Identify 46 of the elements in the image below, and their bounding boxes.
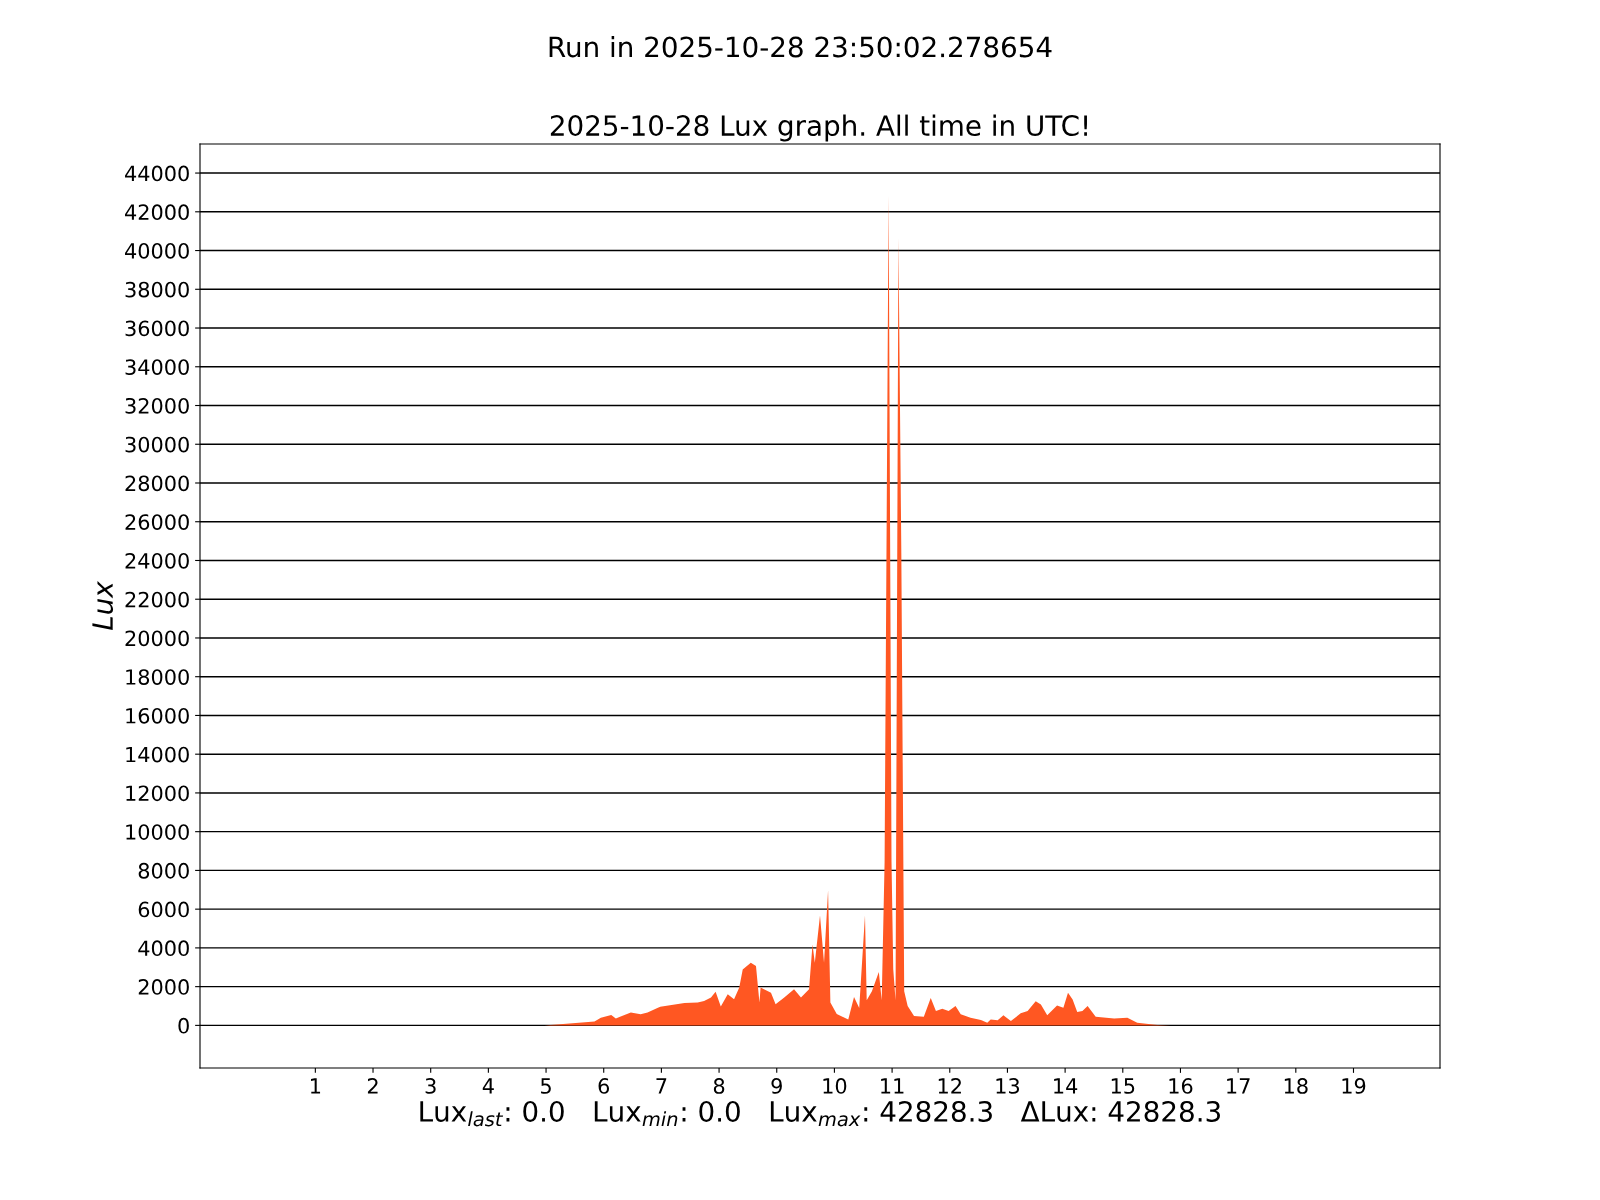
y-tick-label: 42000 <box>125 204 189 221</box>
y-tick-label: 30000 <box>125 436 189 453</box>
y-axis-title: Lux <box>92 581 114 631</box>
x-tick-label: 6 <box>598 1078 610 1094</box>
y-tick-label: 0 <box>178 1017 189 1034</box>
x-tick-label: 1 <box>311 1078 321 1094</box>
x-tick-label: 9 <box>771 1078 782 1094</box>
x-tick-label: 13 <box>996 1078 1020 1094</box>
y-tick-label: 6000 <box>138 901 189 918</box>
x-tick-label: 18 <box>1284 1078 1308 1094</box>
y-tick-label: 24000 <box>125 552 189 569</box>
y-tick-label: 18000 <box>126 669 189 685</box>
x-axis-title: Lux$_{last}$: 0.0 Lux$_{min}$: 0.0 Lux$_{max}$: 42828.3 ΔLux: 42828.3 <box>420 1100 1220 1127</box>
y-tick-label: 38000 <box>125 281 189 298</box>
x-tick-label: 17 <box>1227 1078 1250 1094</box>
y-tick-label: 26000 <box>125 514 189 530</box>
y-tick-label: 8000 <box>138 862 189 879</box>
x-tick-label: 19 <box>1342 1078 1366 1094</box>
chart-title: Run in 2025-10-28 23:50:02.278654 <box>549 36 1052 58</box>
y-tick-label: 22000 <box>125 591 189 608</box>
x-tick-label: 5 <box>541 1078 551 1094</box>
y-tick-label: 40000 <box>125 242 189 259</box>
y-tick-label: 32000 <box>125 397 189 414</box>
x-tick-label: 12 <box>938 1078 961 1094</box>
y-tick-label: 34000 <box>125 359 189 375</box>
y-tick-label: 16000 <box>126 707 189 724</box>
x-tick-label: 10 <box>823 1078 847 1094</box>
y-tick-label: 36000 <box>125 320 189 337</box>
x-tick-label: 4 <box>482 1078 494 1094</box>
x-tick-label: 2 <box>367 1078 378 1094</box>
x-tick-label: 15 <box>1111 1078 1135 1094</box>
y-tick-label: 2000 <box>138 979 189 995</box>
x-tick-label: 16 <box>1169 1078 1193 1094</box>
x-tick-label: 14 <box>1054 1078 1078 1094</box>
y-tick-label: 4000 <box>138 940 189 957</box>
x-tick-label: 11 <box>881 1078 904 1094</box>
y-tick-label: 44000 <box>125 165 189 182</box>
y-tick-label: 12000 <box>126 785 189 802</box>
y-tick-label: 20000 <box>125 630 189 647</box>
x-tick-label: 7 <box>656 1078 667 1094</box>
x-tick-label: 8 <box>713 1078 725 1094</box>
x-tick-label: 3 <box>425 1078 436 1094</box>
chart-subtitle: 2025-10-28 Lux graph. All time in UTC! <box>550 114 1087 142</box>
y-tick-label: 14000 <box>126 746 189 763</box>
y-tick-label: 28000 <box>125 475 189 492</box>
y-tick-label: 10000 <box>126 824 189 840</box>
